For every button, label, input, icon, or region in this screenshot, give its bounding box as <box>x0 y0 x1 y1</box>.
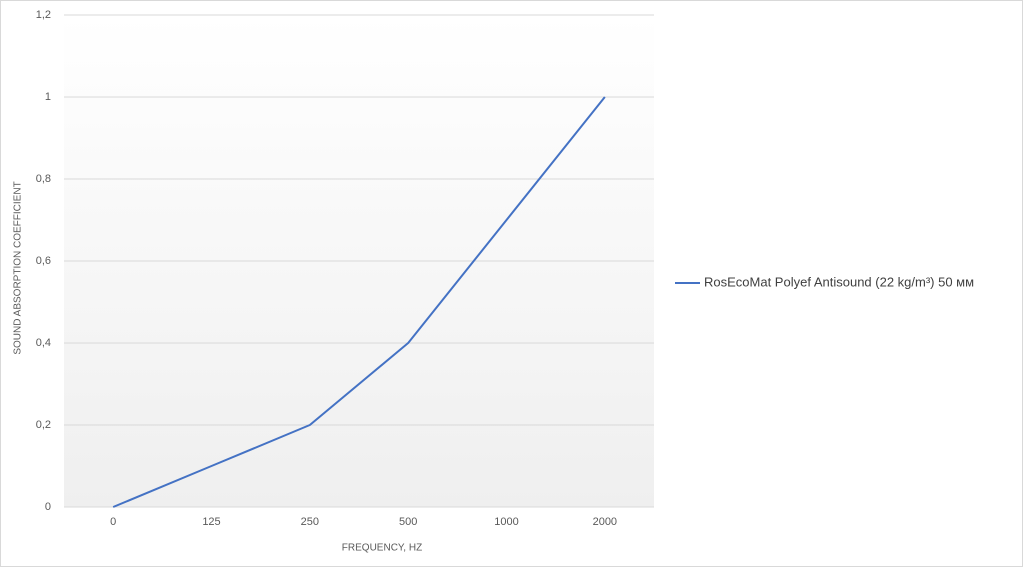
x-tick-label: 500 <box>399 516 417 528</box>
x-axis-title: FREQUENCY, HZ <box>342 543 422 554</box>
x-tick-label: 1000 <box>494 516 518 528</box>
y-tick-label: 1,2 <box>36 9 51 21</box>
data-line <box>112 96 606 508</box>
y-tick-label: 0,4 <box>36 337 51 349</box>
y-tick-label: 0,8 <box>36 173 51 185</box>
x-tick-label: 0 <box>110 516 116 528</box>
y-tick-label: 0 <box>45 501 51 513</box>
y-tick-label: 0,2 <box>36 419 51 431</box>
x-tick-label: 250 <box>301 516 319 528</box>
legend-label: RosEcoMat Polyef Antisound (22 kg/m³) 50… <box>704 274 974 289</box>
y-axis-title: SOUND ABSORPTION COEFFICIENT <box>13 181 24 354</box>
y-tick-label: 0,6 <box>36 255 51 267</box>
y-tick-label: 1 <box>45 91 51 103</box>
x-tick-label: 125 <box>202 516 220 528</box>
x-tick-label: 2000 <box>593 516 617 528</box>
